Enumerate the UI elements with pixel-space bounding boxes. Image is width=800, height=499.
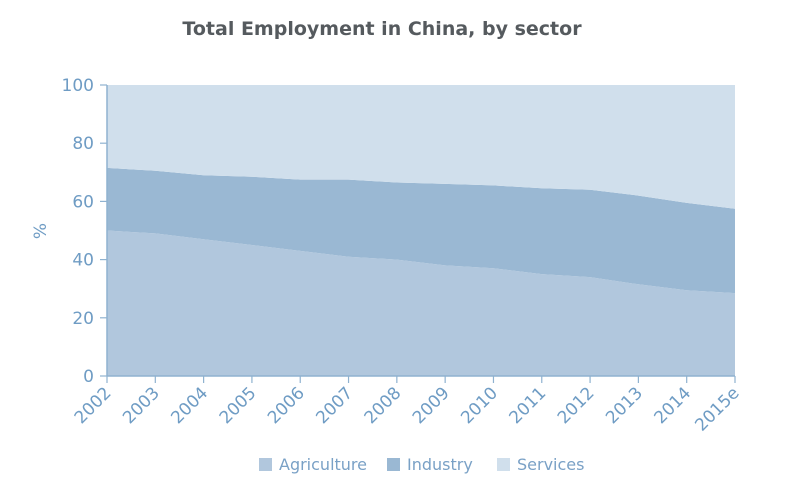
x-tick-label: 2005 bbox=[216, 383, 261, 428]
y-tick-label: 60 bbox=[72, 192, 94, 212]
y-tick-label: 20 bbox=[72, 309, 94, 329]
y-tick-label: 40 bbox=[72, 251, 94, 271]
y-tick-label: 0 bbox=[83, 367, 94, 387]
plot-areas bbox=[107, 85, 735, 376]
x-tick-label: 2012 bbox=[554, 383, 599, 428]
area-services bbox=[107, 85, 735, 209]
x-tick-label: 2007 bbox=[312, 383, 357, 428]
x-tick-label: 2011 bbox=[506, 383, 551, 428]
x-tick-label: 2013 bbox=[602, 383, 647, 428]
area-industry bbox=[107, 167, 735, 294]
x-tick-label: 2009 bbox=[409, 383, 454, 428]
x-tick-label: 2014 bbox=[650, 383, 695, 428]
x-tick-label: 2015e bbox=[691, 383, 743, 435]
x-tick-label: 2006 bbox=[264, 383, 309, 428]
legend-label-agriculture: Agriculture bbox=[279, 455, 367, 474]
x-tick-label: 2002 bbox=[71, 383, 116, 428]
legend-swatch-agriculture bbox=[259, 458, 272, 471]
x-tick-label: 2004 bbox=[167, 383, 212, 428]
legend-label-industry: Industry bbox=[407, 455, 473, 474]
x-tick-label: 2003 bbox=[119, 383, 164, 428]
legend: Agriculture Industry Services bbox=[259, 455, 584, 474]
x-tick-label: 2010 bbox=[457, 383, 502, 428]
y-axis-label: % bbox=[31, 223, 51, 239]
x-tick-label: 2008 bbox=[361, 383, 406, 428]
legend-label-services: Services bbox=[517, 455, 584, 474]
y-tick-label: 100 bbox=[62, 76, 94, 96]
legend-swatch-services bbox=[497, 458, 510, 471]
chart-title: Total Employment in China, by sector bbox=[182, 18, 582, 40]
area-agriculture bbox=[107, 230, 735, 376]
y-tick-label: 80 bbox=[72, 134, 94, 154]
legend-swatch-industry bbox=[387, 458, 400, 471]
